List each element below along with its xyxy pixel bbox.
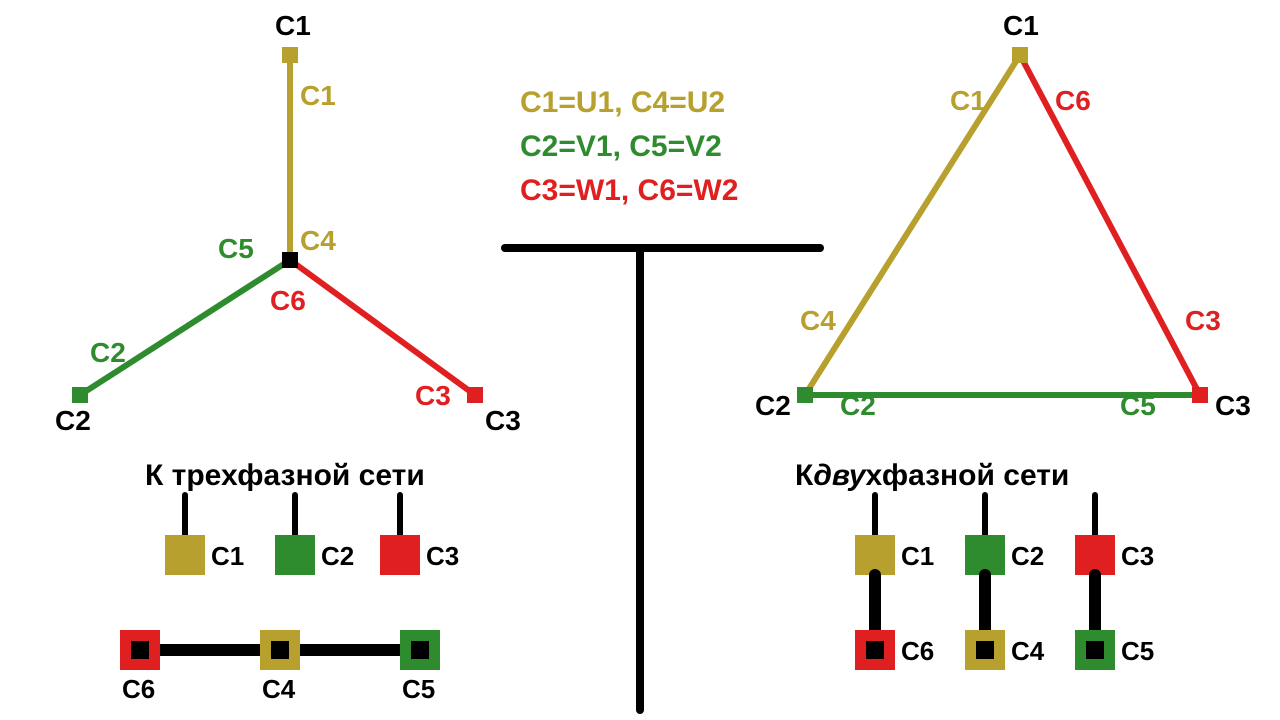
star-label-C4: C4 (300, 225, 336, 256)
delta-label-C2_node: C2 (755, 390, 791, 421)
left-t2-core-2 (411, 641, 429, 659)
legend-line-0: C1=U1, C4=U2 (520, 86, 725, 119)
star-label-C2_node: C2 (55, 405, 91, 436)
left-t1-label-2: C3 (426, 541, 459, 571)
delta-node-top (1012, 47, 1028, 63)
left-t2-core-0 (131, 641, 149, 659)
star-label-C2_edge: C2 (90, 337, 126, 368)
right-t1-label-2: C3 (1121, 541, 1154, 571)
left-t2-core-1 (271, 641, 289, 659)
delta-label-C2_edge: C2 (840, 390, 876, 421)
right-t2-label-1: C4 (1011, 636, 1045, 666)
star-label-C1_edge: C1 (300, 80, 336, 111)
diagram-canvas: C1=U1, C4=U2 C2=V1, C5=V2 C3=W1, C6=W2 C1 C1… (0, 0, 1280, 720)
right-t2-label-2: C5 (1121, 636, 1154, 666)
right-t2-label-0: C6 (901, 636, 934, 666)
left-t2-label-0: C6 (122, 674, 155, 704)
left-t1-box-1 (275, 535, 315, 575)
delta-label-C3_node: C3 (1215, 390, 1251, 421)
delta-label-C5: C5 (1120, 390, 1156, 421)
left-t2-label-1: C4 (262, 674, 296, 704)
delta-label-C6: C6 (1055, 85, 1091, 116)
delta-label-C1_edge: C1 (950, 85, 986, 116)
right-t2-core-0 (866, 641, 884, 659)
star-label-C5: C5 (218, 233, 254, 264)
star-label-C3_node: C3 (485, 405, 521, 436)
delta-label-C1_top: C1 (1003, 10, 1039, 41)
right-terminal-title: Кдвухфазной сети (795, 459, 1069, 492)
left-t1-label-1: C2 (321, 541, 354, 571)
legend-line-1: C2=V1, C5=V2 (520, 130, 722, 163)
delta-node-left (797, 387, 813, 403)
left-terminal-title: К трехфазной сети (145, 459, 425, 492)
star-node-top (282, 47, 298, 63)
star-node-center (282, 252, 298, 268)
star-node-left (72, 387, 88, 403)
left-t1-box-2 (380, 535, 420, 575)
left-t1-box-0 (165, 535, 205, 575)
star-label-C3_edge: C3 (415, 380, 451, 411)
right-t1-label-0: C1 (901, 541, 934, 571)
delta-label-C4: C4 (800, 305, 836, 336)
delta-node-right (1192, 387, 1208, 403)
right-t1-label-1: C2 (1011, 541, 1044, 571)
star-node-right (467, 387, 483, 403)
right-t2-core-1 (976, 641, 994, 659)
delta-label-C3: C3 (1185, 305, 1221, 336)
legend-line-2: C3=W1, C6=W2 (520, 174, 738, 207)
star-label-C1_top: C1 (275, 10, 311, 41)
star-label-C6: C6 (270, 285, 306, 316)
right-t2-core-2 (1086, 641, 1104, 659)
left-t1-label-0: C1 (211, 541, 244, 571)
left-t2-label-2: C5 (402, 674, 435, 704)
